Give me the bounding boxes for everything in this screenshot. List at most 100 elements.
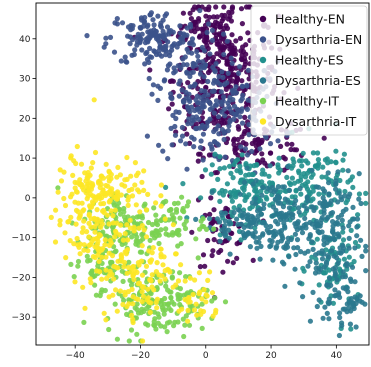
data-point xyxy=(179,133,186,139)
data-point xyxy=(241,55,248,62)
data-point xyxy=(73,207,80,213)
data-point xyxy=(114,336,120,342)
data-point xyxy=(245,97,251,103)
data-point xyxy=(88,216,94,222)
data-point xyxy=(140,338,146,344)
data-point xyxy=(185,80,191,86)
data-point xyxy=(363,243,369,249)
legend-marker xyxy=(259,77,267,84)
data-point xyxy=(136,189,142,195)
data-point xyxy=(182,225,189,232)
data-point xyxy=(300,265,306,271)
data-point xyxy=(160,17,166,23)
data-point xyxy=(130,264,136,270)
legend-marker xyxy=(259,97,267,105)
data-point xyxy=(209,88,215,94)
data-point xyxy=(219,18,225,24)
data-point xyxy=(340,229,346,235)
data-point xyxy=(62,202,69,209)
data-point xyxy=(200,59,206,65)
data-point xyxy=(286,254,292,260)
data-point xyxy=(310,150,316,156)
data-point xyxy=(172,68,178,74)
data-point xyxy=(55,185,61,191)
data-point xyxy=(231,162,237,168)
data-point xyxy=(337,314,343,321)
data-point xyxy=(150,245,156,251)
data-point xyxy=(106,221,112,227)
data-point xyxy=(131,228,137,234)
data-point xyxy=(81,319,87,325)
data-point xyxy=(98,247,105,253)
data-point xyxy=(344,261,350,267)
data-point xyxy=(154,296,160,302)
data-point xyxy=(188,16,194,22)
data-point xyxy=(244,106,250,112)
series-dysarthria-it xyxy=(48,97,219,344)
data-point xyxy=(149,272,155,278)
data-point xyxy=(92,224,98,230)
data-point xyxy=(238,48,244,54)
data-point xyxy=(150,82,156,88)
data-point xyxy=(53,207,59,213)
data-point xyxy=(102,287,108,294)
data-point xyxy=(169,47,175,53)
data-point xyxy=(250,257,256,263)
data-point xyxy=(307,219,313,226)
data-point xyxy=(148,10,154,16)
data-point xyxy=(314,236,320,242)
data-point xyxy=(240,229,246,236)
data-point xyxy=(297,280,303,286)
data-point xyxy=(284,141,290,147)
data-point xyxy=(237,64,243,70)
data-point xyxy=(346,254,352,260)
data-point xyxy=(222,210,228,216)
data-point xyxy=(200,157,206,163)
data-point xyxy=(217,238,223,244)
data-point xyxy=(78,161,85,167)
data-point xyxy=(215,176,221,182)
data-point xyxy=(275,239,281,245)
data-point xyxy=(309,167,315,173)
data-point xyxy=(228,18,234,24)
data-point xyxy=(253,143,259,149)
data-point xyxy=(139,249,145,255)
data-point xyxy=(174,231,180,237)
data-point xyxy=(324,156,330,162)
data-point xyxy=(326,316,332,322)
data-point xyxy=(81,247,87,253)
data-point xyxy=(281,184,287,190)
data-point xyxy=(209,290,216,296)
data-point xyxy=(217,24,223,30)
data-point xyxy=(180,181,186,187)
data-point xyxy=(95,263,101,269)
data-point xyxy=(75,263,81,269)
data-point xyxy=(190,60,196,67)
data-point xyxy=(125,197,131,203)
data-point xyxy=(174,44,180,50)
data-point xyxy=(70,172,76,178)
data-point xyxy=(320,195,326,201)
legend-box xyxy=(250,5,368,136)
data-point xyxy=(165,156,171,162)
data-point xyxy=(48,214,54,220)
data-point xyxy=(353,324,359,330)
data-point xyxy=(134,331,140,337)
data-point xyxy=(289,141,295,147)
data-point xyxy=(346,223,352,229)
data-point xyxy=(151,22,157,28)
data-point xyxy=(84,196,90,202)
data-point xyxy=(347,219,353,225)
data-point xyxy=(170,29,176,35)
data-point xyxy=(52,239,59,245)
data-point xyxy=(324,216,330,222)
data-point xyxy=(204,29,210,36)
data-point xyxy=(201,287,207,293)
data-point xyxy=(135,31,141,37)
data-point xyxy=(199,173,205,180)
data-point xyxy=(282,196,288,202)
data-point xyxy=(109,260,115,266)
data-point xyxy=(193,114,199,120)
data-point xyxy=(180,56,186,62)
data-point xyxy=(80,225,86,231)
